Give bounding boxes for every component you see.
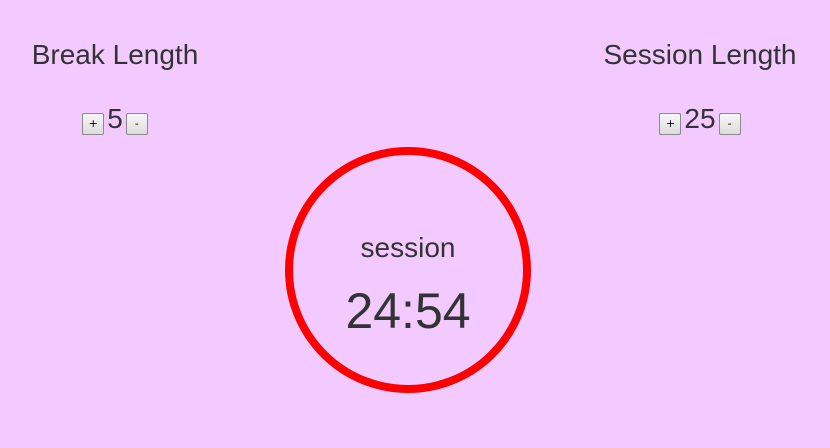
session-length-controls: + 25 -	[580, 102, 820, 136]
session-length-value: 25	[684, 103, 716, 134]
break-length-value: 5	[107, 103, 123, 134]
break-length-controls: + 5 -	[0, 102, 235, 136]
break-length-title: Break Length	[31, 39, 199, 70]
break-increment-button[interactable]: +	[82, 113, 105, 135]
timer-mode-label: session	[360, 232, 456, 263]
session-decrement-button[interactable]: -	[718, 113, 741, 135]
break-decrement-button[interactable]: -	[125, 113, 148, 135]
session-increment-button[interactable]: +	[659, 113, 682, 135]
session-length-panel: Session Length + 25 -	[580, 38, 820, 136]
break-length-panel: Break Length + 5 -	[0, 38, 235, 136]
timer-countdown: 24:54	[345, 283, 471, 339]
session-length-title: Session Length	[603, 39, 797, 70]
timer-ring[interactable]: session 24:54	[285, 147, 531, 393]
